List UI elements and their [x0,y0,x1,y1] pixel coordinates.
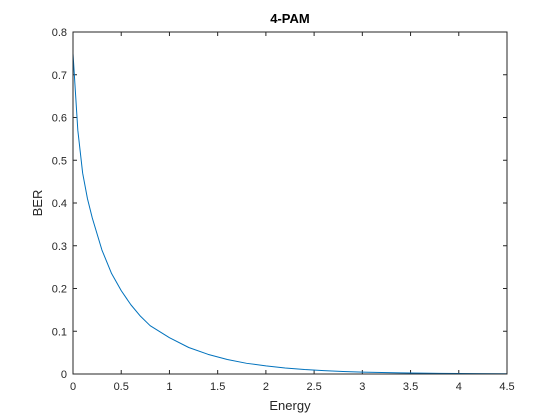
x-tick-label: 0.5 [114,381,129,393]
y-tick-label: 0.6 [52,113,67,125]
x-tick-label: 1 [166,381,172,393]
y-tick-label: 0.8 [52,27,67,39]
y-axis-label: BER [30,190,45,217]
x-tick-label: 0 [70,381,76,393]
series-line-0 [72,53,508,375]
y-tick-label: 0.3 [52,241,67,253]
x-tick-label: 1.5 [210,381,225,393]
chart-title: 4-PAM [270,11,309,26]
plot-area [73,32,507,374]
x-tick-label: 2 [263,381,269,393]
x-tick-label: 4.5 [499,381,514,393]
x-axis-label: Energy [269,398,311,413]
y-tick-label: 0.2 [52,284,67,296]
plot-frame [72,31,508,375]
x-tick-label: 2.5 [306,381,321,393]
x-tick-label: 4 [456,381,462,393]
ticks: 0 0.5 1 1.5 2 2.5 3 3.5 4 4.5 0 0.1 0.2 0.3 0.4 0.5 0.6 0… [52,27,515,393]
y-tick-label: 0.5 [52,155,67,167]
y-tick-label: 0.1 [52,326,67,338]
x-tick-label: 3.5 [403,381,418,393]
y-tick-label: 0.4 [52,198,67,210]
y-tick-label: 0.7 [52,70,67,82]
series-layer [72,53,508,375]
y-tick-label: 0 [61,369,67,381]
x-tick-label: 3 [359,381,365,393]
